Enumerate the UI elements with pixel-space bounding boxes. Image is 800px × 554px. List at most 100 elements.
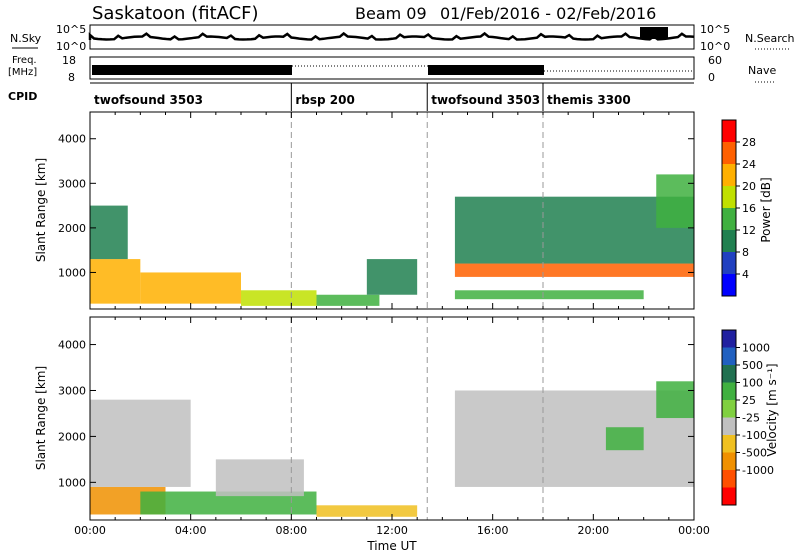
x-tick-label: 00:00 (74, 524, 106, 537)
colorbar-tick-label: -500 (742, 447, 767, 460)
nave-label: Nave (748, 64, 776, 77)
cpid-segment-label: rbsp 200 (295, 93, 354, 107)
heatmap-cell (90, 259, 141, 304)
colorbar-tick-label: -1000 (742, 464, 774, 477)
y-tick-label: 4000 (58, 339, 86, 352)
power-data (90, 174, 694, 306)
heatmap-cell (241, 290, 317, 306)
cpid-segments: twofsound 3503 rbsp 200 twofsound 3503 them… (94, 83, 631, 111)
velocity-colorbar: 1000 500 100 25 -25 -100 -500 -1000 Velocity [m… (721, 329, 779, 506)
cpid-panel: CPID twofsound 3503 rbsp 200 twofsound 350… (8, 82, 694, 111)
heatmap-cell (140, 272, 241, 304)
colorbar-block (722, 347, 736, 365)
heatmap-cell (366, 259, 418, 295)
colorbar-tick-label: 28 (742, 136, 756, 149)
velocity-colorbar-ticks: 1000 500 100 25 -25 -100 -500 -1000 (736, 342, 774, 477)
nsky-tick-top: 10^5 (56, 23, 86, 36)
colorbar-block (722, 400, 736, 418)
power-colorbar-blocks (721, 119, 737, 297)
y-tick-label: 1000 (58, 266, 86, 279)
y-tick-label: 1000 (58, 476, 86, 489)
cpid-segment-label: twofsound 3503 (94, 93, 203, 107)
colorbar-block (722, 274, 736, 296)
heatmap-cell (316, 505, 418, 517)
nsky-burst (640, 27, 668, 39)
colorbar-tick-label: 500 (742, 359, 763, 372)
colorbar-block (722, 208, 736, 230)
colorbar-block (722, 470, 736, 488)
colorbar-block (722, 120, 736, 142)
colorbar-tick-label: -25 (742, 412, 760, 425)
velocity-data (90, 381, 694, 517)
nave-tick-bottom: 0 (708, 71, 715, 84)
velocity-x-axis: 00:00 04:00 08:00 12:00 16:00 20:00 00:00 (74, 317, 710, 537)
x-tick-label: 20:00 (577, 524, 609, 537)
colorbar-tick-label: 100 (742, 377, 763, 390)
power-dividers (290, 112, 544, 309)
beam-label: Beam 09 (355, 4, 427, 23)
velocity-colorbar-label: Velocity [m s⁻¹] (765, 363, 779, 456)
freq-bar-segment (92, 65, 292, 75)
freq-tick-bottom: 8 (68, 71, 75, 84)
colorbar-block (722, 330, 736, 348)
colorbar-block (722, 417, 736, 435)
nsky-panel: N.Sky 10^5 10^0 10^5 10^0 N.Search (10, 23, 795, 53)
power-x-ticks (89, 112, 695, 309)
nsky-rtick-top: 10^5 (700, 23, 730, 36)
x-tick-label: 12:00 (376, 524, 408, 537)
y-tick-label: 2000 (58, 430, 86, 443)
heatmap-cell (140, 491, 317, 515)
colorbar-block (722, 365, 736, 383)
heatmap-cell (454, 290, 644, 300)
colorbar-block (722, 230, 736, 252)
power-panel: 1000 2000 3000 4000 Slant Range [km] (34, 111, 695, 310)
x-axis-label: Time UT (366, 539, 417, 553)
power-y-axis: 1000 2000 3000 4000 (58, 133, 694, 279)
date-range: 01/Feb/2016 - 02/Feb/2016 (440, 4, 656, 23)
colorbar-tick-label: 1000 (742, 342, 770, 355)
velocity-colorbar-blocks (721, 329, 737, 506)
x-tick-label: 04:00 (175, 524, 207, 537)
cpid-segment-label: themis 3300 (547, 93, 631, 107)
nsearch-label: N.Search (745, 32, 795, 45)
nsky-rtick-bottom: 10^0 (700, 40, 730, 53)
colorbar-tick-label: 12 (742, 224, 756, 237)
nsky-trace (88, 27, 695, 41)
freq-label: Freq. (12, 55, 37, 66)
velocity-dividers (290, 317, 544, 520)
power-colorbar-ticks: 28 24 20 16 12 8 4 (736, 136, 756, 281)
x-tick-label: 16:00 (477, 524, 509, 537)
colorbar-block (722, 186, 736, 208)
colorbar-block (722, 435, 736, 453)
nsky-tick-bottom: 10^0 (56, 40, 86, 53)
cpid-label: CPID (8, 90, 37, 103)
power-y-label: Slant Range [km] (34, 158, 48, 262)
colorbar-tick-label: 16 (742, 202, 756, 215)
colorbar-tick-label: 20 (742, 180, 756, 193)
heatmap-cell (656, 174, 694, 228)
freq-panel: Freq. [MHz] 18 8 60 0 Nave (8, 54, 776, 84)
heatmap-cell (316, 294, 380, 306)
colorbar-block (722, 142, 736, 164)
heatmap-cell (90, 399, 191, 487)
y-tick-label: 3000 (58, 177, 86, 190)
colorbar-block (722, 252, 736, 274)
nsky-line (88, 31, 695, 41)
colorbar-block (722, 382, 736, 400)
power-colorbar-label: Power [dB] (759, 177, 773, 242)
colorbar-tick-label: -100 (742, 429, 767, 442)
colorbar-tick-label: 4 (742, 268, 749, 281)
heatmap-cell (90, 205, 128, 260)
chart-title: Saskatoon (fitACF) (92, 3, 259, 24)
colorbar-tick-label: 24 (742, 158, 756, 171)
heatmap-cell (656, 381, 694, 419)
freq-tick-top: 18 (62, 54, 76, 67)
x-tick-label: 00:00 (678, 524, 710, 537)
velocity-y-axis: 1000 2000 3000 4000 (58, 339, 694, 489)
heatmap-cell (215, 459, 304, 497)
y-tick-label: 3000 (58, 384, 86, 397)
freq-bar-segment (428, 65, 544, 75)
nsky-label: N.Sky (10, 32, 42, 45)
